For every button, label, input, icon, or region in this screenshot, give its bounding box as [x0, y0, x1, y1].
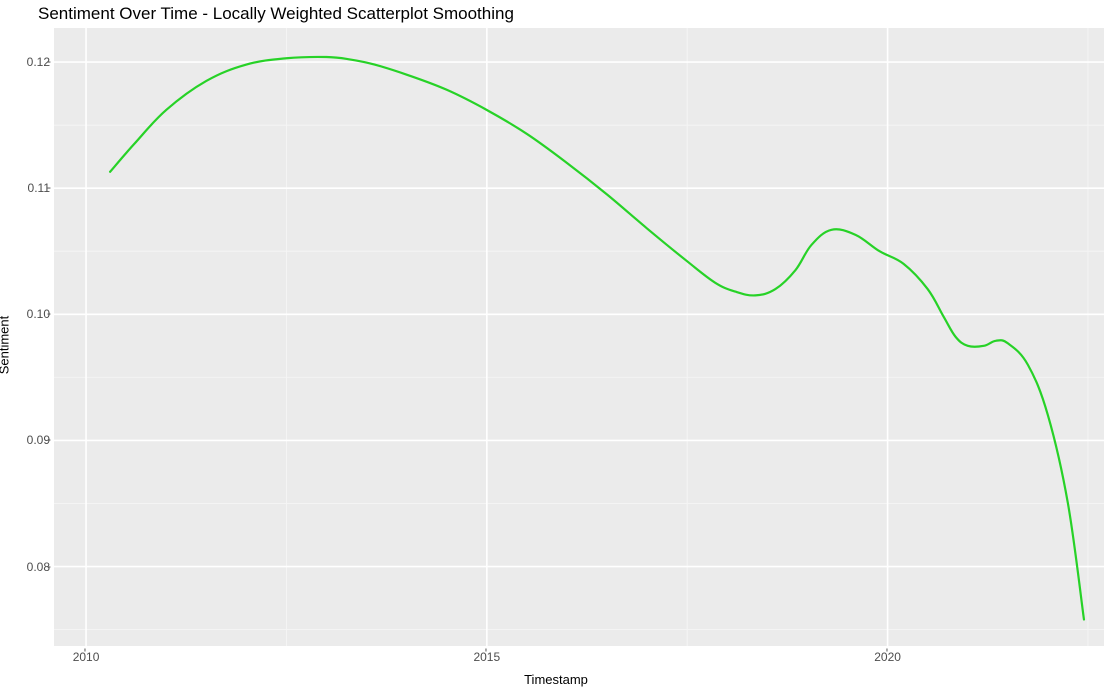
y-axis-label-wrap: Sentiment [0, 286, 8, 345]
x-axis-label: Timestamp [524, 672, 588, 687]
plot-panel [54, 28, 1104, 646]
y-tick-mark: - [47, 55, 51, 67]
y-tick-mark: - [47, 560, 51, 572]
y-tick-mark: - [47, 307, 51, 319]
x-tick-label: 2015 [473, 650, 500, 664]
plot-svg [54, 28, 1104, 646]
series-sentiment-loess [110, 57, 1084, 620]
x-tick-mark: - [882, 648, 894, 652]
chart-container: Sentiment Over Time - Locally Weighted S… [0, 0, 1112, 689]
x-tick-label: 2020 [874, 650, 901, 664]
y-tick-mark: - [47, 181, 51, 193]
y-tick-mark: - [47, 433, 51, 445]
chart-title: Sentiment Over Time - Locally Weighted S… [38, 4, 514, 24]
x-tick-mark: - [481, 648, 493, 652]
y-axis-label: Sentiment [0, 315, 12, 374]
x-tick-label: 2010 [73, 650, 100, 664]
x-tick-mark: - [80, 648, 92, 652]
